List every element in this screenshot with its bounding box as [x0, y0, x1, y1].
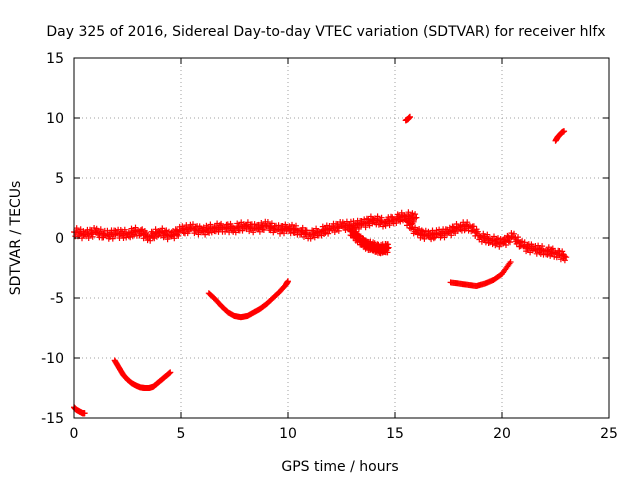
x-tick-label: 15 — [386, 426, 404, 442]
data-point — [430, 235, 437, 242]
x-tick-label: 25 — [600, 426, 618, 442]
data-point — [434, 231, 441, 238]
data-point — [503, 242, 509, 248]
data-point — [362, 224, 369, 231]
data-point — [499, 239, 505, 246]
y-tick-label: -10 — [41, 351, 64, 367]
x-axis-label: GPS time / hours — [281, 459, 398, 475]
data-point — [342, 227, 349, 233]
data-point — [507, 239, 513, 246]
chart-title: Day 325 of 2016, Sidereal Day-to-day VTE… — [46, 24, 605, 40]
data-point — [563, 254, 570, 261]
series-arc-4 — [447, 259, 514, 289]
data-point — [421, 235, 428, 242]
data-point — [385, 244, 392, 251]
data-point — [89, 233, 96, 240]
y-tick-label: 15 — [46, 51, 64, 67]
data-point — [509, 233, 516, 240]
data-point — [507, 259, 514, 265]
data-point — [432, 234, 439, 241]
data-point — [559, 252, 566, 259]
data-point — [81, 410, 88, 417]
data-point — [210, 225, 217, 232]
series-arc-2 — [111, 357, 174, 391]
data-point — [135, 227, 142, 234]
data-point — [491, 237, 497, 244]
data-point — [147, 237, 154, 244]
data-point — [174, 231, 180, 238]
data-point — [448, 232, 455, 239]
series-dip-band — [347, 224, 392, 257]
data-point — [513, 240, 520, 247]
data-point — [393, 220, 400, 226]
data-point — [519, 242, 526, 249]
y-tick-label: -15 — [41, 411, 64, 427]
data-point — [164, 236, 171, 243]
data-point — [307, 235, 314, 242]
data-point — [413, 214, 420, 221]
x-tick-label: 0 — [70, 426, 79, 442]
data-point — [335, 227, 342, 234]
y-tick-label: 5 — [55, 171, 64, 187]
data-point — [441, 234, 448, 241]
data-point — [171, 235, 178, 242]
data-point — [175, 232, 182, 239]
data-point — [92, 229, 99, 235]
data-point — [109, 235, 116, 242]
series-spot-2 — [552, 128, 568, 144]
axis-ticks: 0 5 10 15 20 25 -15 -10 -5 0 5 10 15 — [41, 51, 618, 442]
data-point — [537, 250, 544, 257]
data-point — [331, 229, 338, 235]
data-point — [325, 230, 332, 237]
data-point — [397, 218, 404, 225]
data-point — [407, 113, 413, 120]
data-series-layer — [71, 113, 570, 417]
data-point — [355, 225, 362, 232]
series-arc-3 — [205, 278, 291, 321]
series-main-band — [71, 209, 420, 244]
x-tick-label: 20 — [493, 426, 511, 442]
data-point — [531, 245, 538, 252]
data-point — [103, 232, 110, 239]
series-band-2 — [402, 215, 570, 264]
data-point — [561, 257, 568, 264]
data-point — [260, 227, 267, 233]
data-point — [131, 231, 138, 238]
y-tick-label: 10 — [46, 111, 64, 127]
data-point — [163, 231, 170, 238]
data-point — [167, 369, 174, 376]
data-point — [85, 235, 92, 241]
data-point — [285, 278, 291, 285]
data-point — [496, 243, 503, 250]
data-point — [250, 229, 257, 236]
y-tick-label: -5 — [50, 291, 64, 307]
data-point — [544, 251, 551, 258]
x-tick-label: 5 — [177, 426, 186, 442]
data-point — [548, 250, 555, 257]
data-point — [505, 238, 512, 245]
data-point — [561, 128, 568, 135]
x-tick-label: 10 — [279, 426, 297, 442]
y-axis-label: SDTVAR / TECUs — [8, 181, 24, 296]
y-tick-label: 0 — [55, 231, 64, 247]
series-spot-1 — [402, 113, 413, 124]
data-point — [386, 222, 393, 229]
data-point — [322, 229, 329, 236]
data-point — [428, 236, 435, 243]
